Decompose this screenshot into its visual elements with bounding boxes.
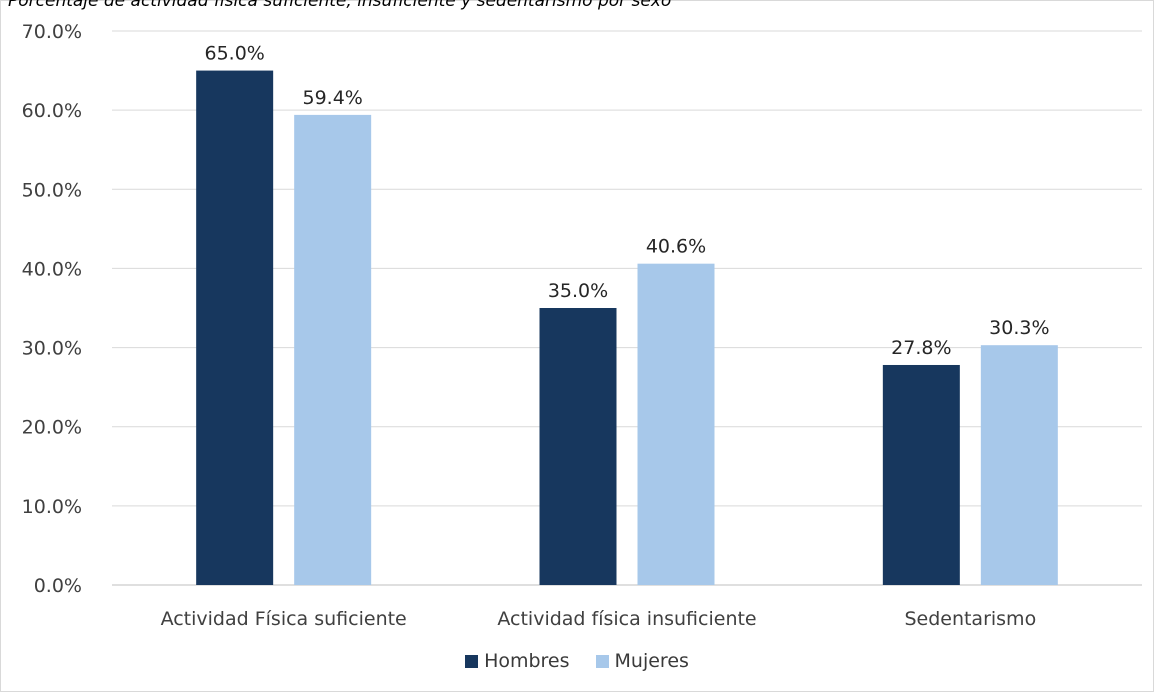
legend-swatch-hombres — [465, 654, 479, 668]
y-tick-label: 40.0% — [22, 258, 82, 280]
data-label: 40.6% — [646, 236, 706, 258]
y-tick-label: 30.0% — [22, 338, 82, 360]
x-tick-label: Actividad Física suficiente — [161, 608, 407, 630]
y-tick-label: 70.0% — [22, 21, 82, 43]
bar-hombres — [882, 364, 960, 585]
y-tick-label: 20.0% — [22, 417, 82, 439]
bar-mujeres — [980, 345, 1058, 585]
bar-hombres — [196, 70, 274, 586]
chart-title: Porcentaje de actividad física suficient… — [8, 0, 672, 11]
x-tick-label: Actividad física insuficiente — [497, 608, 756, 630]
legend: Hombres Mujeres — [0, 650, 1154, 672]
legend-label-hombres: Hombres — [484, 650, 570, 672]
data-label: 27.8% — [891, 337, 951, 359]
data-label: 59.4% — [302, 87, 362, 109]
bar-mujeres — [637, 263, 715, 585]
legend-swatch-mujeres — [595, 654, 609, 668]
y-tick-label: 60.0% — [22, 100, 82, 122]
data-label: 30.3% — [989, 317, 1049, 339]
legend-label-mujeres: Mujeres — [614, 650, 689, 672]
y-tick-label: 0.0% — [34, 575, 82, 597]
y-tick-label: 50.0% — [22, 179, 82, 201]
legend-item-mujeres: Mujeres — [595, 650, 689, 672]
x-tick-label: Sedentarismo — [904, 608, 1036, 630]
legend-item-hombres: Hombres — [465, 650, 570, 672]
y-tick-label: 10.0% — [22, 496, 82, 518]
bar-mujeres — [294, 114, 372, 586]
data-label: 65.0% — [204, 43, 264, 65]
bar-hombres — [539, 308, 617, 585]
data-label: 35.0% — [548, 280, 608, 302]
